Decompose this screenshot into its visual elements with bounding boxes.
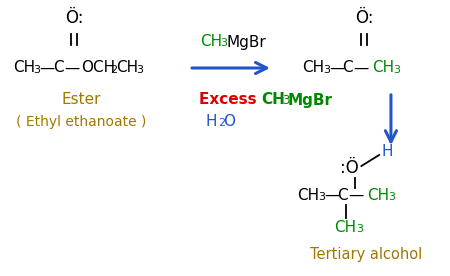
- Text: C: C: [338, 187, 348, 203]
- Text: 3: 3: [393, 65, 400, 75]
- Text: —: —: [64, 60, 79, 76]
- Text: CH: CH: [13, 60, 35, 76]
- Text: 3: 3: [282, 94, 289, 107]
- Text: CH: CH: [297, 187, 319, 203]
- Text: 3: 3: [323, 65, 330, 75]
- Text: ( Ethyl ethanoate ): ( Ethyl ethanoate ): [16, 115, 146, 129]
- Text: —: —: [324, 187, 339, 203]
- Text: 3: 3: [136, 65, 143, 75]
- Text: Tertiary alcohol: Tertiary alcohol: [310, 248, 423, 262]
- Text: CH: CH: [372, 60, 394, 76]
- Text: CH: CH: [335, 221, 357, 235]
- Text: 2: 2: [110, 65, 117, 75]
- Text: —: —: [349, 187, 364, 203]
- Text: 3: 3: [388, 192, 395, 202]
- Text: 3: 3: [356, 224, 364, 234]
- Text: —: —: [40, 60, 55, 76]
- Text: 2: 2: [218, 118, 225, 128]
- Text: 3: 3: [34, 65, 40, 75]
- Text: Ö:: Ö:: [65, 9, 83, 27]
- Text: C: C: [342, 60, 353, 76]
- Text: CH: CH: [116, 60, 139, 76]
- Text: C: C: [53, 60, 63, 76]
- Text: MgBr: MgBr: [288, 92, 333, 107]
- Text: 3: 3: [220, 38, 228, 48]
- Text: H: H: [381, 145, 392, 160]
- Text: MgBr: MgBr: [226, 34, 266, 49]
- Text: —: —: [354, 60, 369, 76]
- Text: :Ö: :Ö: [340, 159, 359, 177]
- Text: CH: CH: [261, 92, 285, 107]
- Text: 3: 3: [318, 192, 325, 202]
- Text: CH: CH: [302, 60, 324, 76]
- Text: O: O: [224, 115, 236, 129]
- Text: H: H: [206, 115, 217, 129]
- Text: CH: CH: [200, 34, 222, 49]
- Text: Ester: Ester: [61, 92, 101, 107]
- Text: CH: CH: [367, 187, 389, 203]
- Text: Ö:: Ö:: [355, 9, 374, 27]
- Text: OCH: OCH: [81, 60, 115, 76]
- Text: —: —: [329, 60, 344, 76]
- Text: Excess: Excess: [199, 92, 262, 107]
